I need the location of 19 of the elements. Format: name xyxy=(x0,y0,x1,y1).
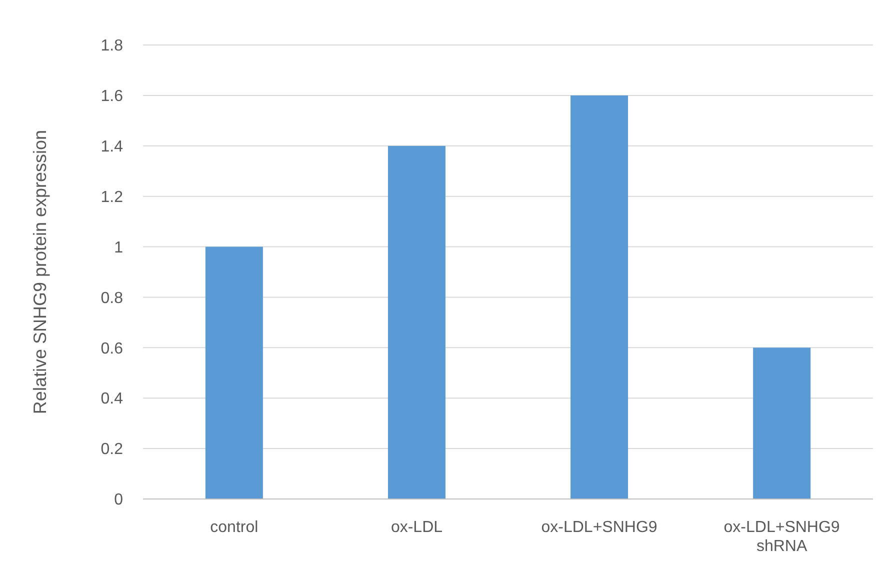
y-tick-label: 0.6 xyxy=(100,340,124,358)
y-tick-label: 1 xyxy=(114,239,124,256)
bar xyxy=(205,246,263,499)
y-axis-title: Relative SNHG9 protein expression xyxy=(30,130,50,414)
y-tick-label: 0.2 xyxy=(100,441,124,458)
y-tick-label: 0 xyxy=(114,492,124,509)
x-tick-label: ox-LDL+SNHG9 xyxy=(541,519,658,536)
x-tick-label: control xyxy=(210,519,258,536)
y-tick-label: 1.8 xyxy=(100,38,124,55)
y-tick-label: 1.4 xyxy=(100,138,124,156)
bar xyxy=(388,146,446,499)
bar xyxy=(570,95,628,499)
x-tick-label: ox-LDL xyxy=(390,519,443,536)
x-tick-label: ox-LDL+SNHG9 shRNA xyxy=(724,519,840,556)
y-tick-label: 1.6 xyxy=(100,88,124,106)
y-tick-label: 0.4 xyxy=(100,390,124,408)
y-tick-label: 1.2 xyxy=(100,188,124,206)
bar xyxy=(753,348,811,499)
y-tick-label: 0.8 xyxy=(100,290,124,307)
